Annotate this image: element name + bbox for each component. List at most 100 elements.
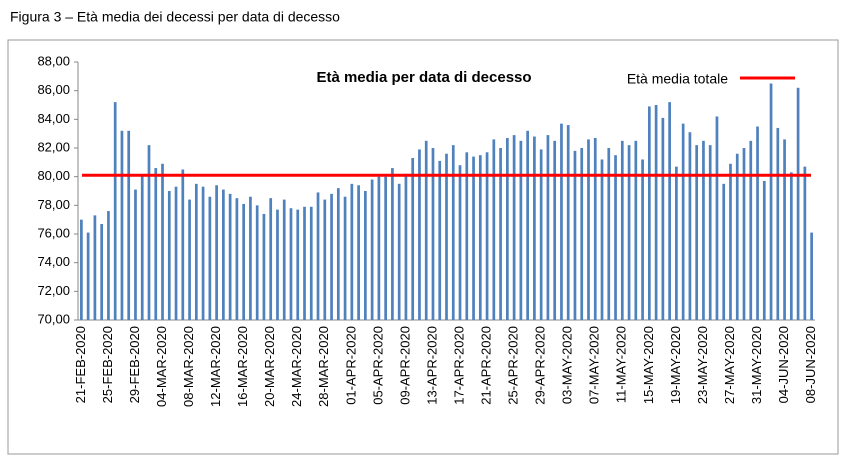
bar xyxy=(593,137,597,320)
y-tick-label: 80,00 xyxy=(37,168,70,183)
bar xyxy=(560,123,563,320)
y-tick-label: 78,00 xyxy=(37,197,70,212)
bar xyxy=(343,196,347,320)
bar xyxy=(675,166,678,320)
x-tick-label: 13-APR-2020 xyxy=(424,326,439,405)
y-tick-label: 74,00 xyxy=(37,254,70,269)
figure-caption: Figura 3 – Età media dei decessi per dat… xyxy=(10,9,340,25)
x-tick-label: 15-MAY-2020 xyxy=(641,326,656,404)
bar xyxy=(255,205,259,320)
bar xyxy=(506,137,509,320)
bar xyxy=(215,185,218,320)
bar xyxy=(336,188,340,320)
bar xyxy=(296,209,300,320)
bar xyxy=(100,223,104,320)
bar xyxy=(174,186,178,320)
bar xyxy=(249,196,252,320)
x-tick-label: 21-FEB-2020 xyxy=(73,326,88,403)
x-tick-label: 12-MAR-2020 xyxy=(208,326,223,407)
bar xyxy=(384,176,387,320)
bar xyxy=(539,149,543,320)
bar xyxy=(222,189,225,320)
bar xyxy=(681,123,685,320)
bar xyxy=(512,135,516,320)
bar xyxy=(140,175,144,320)
bar xyxy=(303,206,306,320)
bar xyxy=(228,193,232,320)
bar xyxy=(688,132,692,320)
bar xyxy=(154,168,158,320)
bar xyxy=(431,148,435,320)
bar xyxy=(188,199,191,320)
bar xyxy=(762,180,766,320)
bar xyxy=(201,186,205,320)
bar xyxy=(242,203,246,320)
bar xyxy=(235,198,239,320)
bar xyxy=(458,165,462,320)
bar xyxy=(614,155,617,320)
y-tick-label: 84,00 xyxy=(37,111,70,126)
bar xyxy=(756,126,759,320)
bar xyxy=(478,155,482,320)
x-tick-label: 17-APR-2020 xyxy=(451,326,466,405)
bar xyxy=(107,211,110,320)
legend-label: Età media totale xyxy=(627,71,728,87)
bar xyxy=(357,185,360,320)
bar xyxy=(769,83,773,320)
bar xyxy=(465,152,469,320)
bar xyxy=(438,160,442,320)
bar xyxy=(411,158,415,320)
bar xyxy=(729,163,732,320)
bar xyxy=(404,173,408,320)
bar xyxy=(445,153,448,320)
bar xyxy=(120,130,124,320)
y-tick-label: 86,00 xyxy=(37,82,70,97)
chart-title: Età media per data di decesso xyxy=(316,69,531,86)
bar xyxy=(147,145,151,320)
x-tick-label: 16-MAR-2020 xyxy=(235,326,250,407)
bar xyxy=(776,127,780,320)
y-tick-label: 70,00 xyxy=(37,311,70,326)
x-tick-label: 29-APR-2020 xyxy=(533,326,548,405)
bar xyxy=(282,199,286,320)
bar xyxy=(377,176,381,320)
x-tick-label: 08-JUN-2020 xyxy=(803,326,818,403)
x-tick-label: 29-FEB-2020 xyxy=(127,326,142,403)
bar xyxy=(546,135,550,320)
bar xyxy=(194,183,198,320)
bar xyxy=(533,136,536,320)
x-tick-label: 04-MAR-2020 xyxy=(154,326,169,407)
bar xyxy=(330,193,333,320)
x-tick-label: 27-MAY-2020 xyxy=(722,326,737,404)
bar xyxy=(796,87,800,320)
bar xyxy=(620,140,624,320)
bar xyxy=(424,140,428,320)
x-tick-label: 23-MAY-2020 xyxy=(695,326,710,404)
bar xyxy=(715,116,719,320)
x-tick-label: 31-MAY-2020 xyxy=(749,326,764,404)
bar xyxy=(309,206,313,320)
bar xyxy=(113,102,117,320)
bar xyxy=(722,183,726,320)
bar xyxy=(735,153,739,320)
bar xyxy=(641,159,644,320)
x-tick-label: 20-MAR-2020 xyxy=(262,326,277,407)
bar xyxy=(668,102,671,320)
bar xyxy=(634,140,638,320)
bar xyxy=(749,140,753,320)
bar xyxy=(566,125,570,320)
bar xyxy=(134,189,137,320)
bar xyxy=(181,169,185,320)
bar xyxy=(695,145,699,320)
bar xyxy=(418,149,421,320)
bar xyxy=(350,183,354,320)
x-tick-label: 03-MAY-2020 xyxy=(560,326,575,404)
bar xyxy=(161,163,164,320)
bar xyxy=(492,139,496,320)
x-tick-label: 05-APR-2020 xyxy=(370,326,385,405)
x-tick-label: 25-FEB-2020 xyxy=(100,326,115,403)
bar xyxy=(499,148,502,320)
bar xyxy=(93,215,97,320)
